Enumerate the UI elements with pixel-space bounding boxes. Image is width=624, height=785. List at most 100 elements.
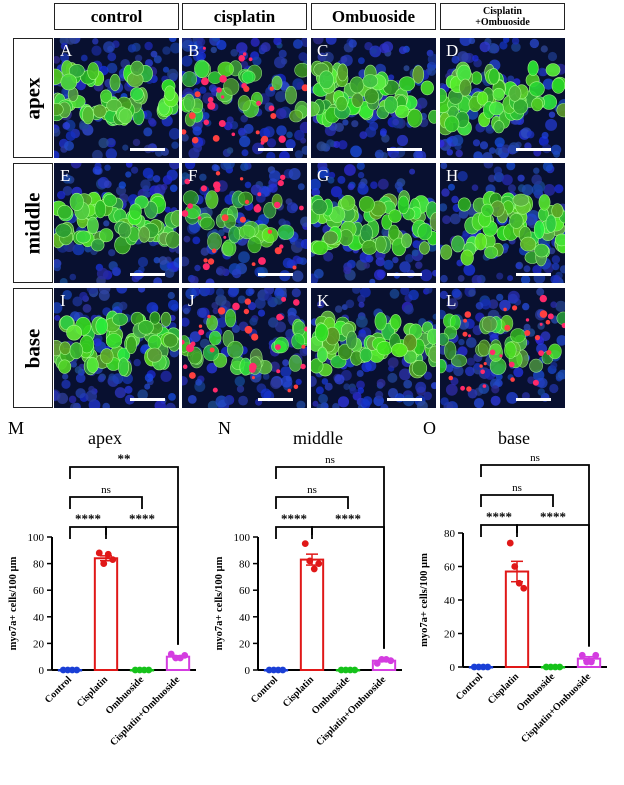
data-point	[337, 666, 345, 674]
micrograph-image	[182, 163, 307, 283]
micrograph-image	[440, 38, 565, 158]
x-tick-label: Control	[454, 671, 485, 702]
bar	[468, 666, 494, 669]
significance-bracket	[69, 496, 143, 509]
bar	[129, 669, 155, 672]
significance-bracket	[516, 524, 590, 647]
significance-label: ns	[325, 454, 335, 466]
significance-bracket	[105, 526, 179, 645]
micrograph-image	[54, 163, 179, 283]
data-point	[279, 666, 287, 674]
significance-label: ****	[129, 511, 155, 526]
x-tick-label: Cisplatin	[75, 674, 111, 710]
significance-label: ns	[101, 484, 111, 496]
chart-letter-o: O	[423, 418, 436, 438]
data-point	[274, 666, 282, 674]
data-point	[506, 539, 514, 547]
panel-letter: L	[446, 291, 457, 310]
significance-label: ****	[75, 511, 101, 526]
row-header-label: middle	[20, 192, 45, 254]
scale-bar	[516, 148, 551, 151]
panel-letter: C	[317, 41, 329, 60]
significance-bracket	[69, 466, 179, 645]
micrograph-image	[311, 38, 436, 158]
chart-title-base: base	[498, 428, 530, 448]
data-point	[306, 557, 314, 565]
scale-bar	[258, 398, 293, 401]
significance-bracket	[480, 464, 590, 647]
data-point	[515, 579, 523, 587]
scale-bar	[387, 273, 422, 276]
row-header-label: base	[20, 328, 45, 368]
significance-bracket	[311, 526, 385, 649]
micrograph-image	[54, 288, 179, 408]
column-header-line-2: +Ombuoside	[475, 16, 530, 28]
data-point	[592, 651, 600, 659]
chart-letter-n: N	[218, 418, 231, 438]
data-point	[64, 666, 72, 674]
micrograph-panel-a: A	[54, 38, 179, 158]
y-axis-label: myo7a+ cells/100 µm	[8, 556, 19, 650]
panel-letter: E	[60, 166, 71, 185]
significance-label: ****	[335, 511, 361, 526]
data-point	[351, 666, 359, 674]
x-tick-label: Cisplatin+Ombuoside	[314, 674, 388, 748]
data-point	[100, 560, 108, 567]
y-tick-label: 60	[444, 562, 456, 574]
significance-bracket	[275, 526, 313, 539]
data-point	[68, 666, 76, 674]
bar	[165, 655, 191, 672]
data-point	[346, 666, 354, 674]
micrograph-image	[311, 288, 436, 408]
x-tick-label: Cisplatin	[486, 671, 522, 707]
significance-label: ns	[512, 482, 522, 494]
chart-letter-m: M	[8, 418, 25, 438]
micrograph-panel-d: D	[440, 38, 565, 158]
data-point	[145, 666, 153, 674]
micrograph-image	[440, 163, 565, 283]
data-point	[583, 658, 591, 666]
panel-letter: F	[188, 166, 198, 185]
bar	[93, 557, 119, 672]
column-header-ombuoside: Ombuoside	[311, 3, 436, 30]
column-header-line-1: Cisplatin	[483, 5, 522, 17]
data-point	[479, 663, 487, 671]
y-tick-label: 60	[33, 585, 45, 597]
y-tick-label: 80	[444, 528, 456, 540]
data-point	[181, 651, 189, 659]
panel-letter: K	[317, 291, 330, 310]
data-point	[551, 663, 559, 671]
row-header-middle: middle	[13, 163, 53, 283]
scale-bar	[258, 148, 293, 151]
column-header-control: control	[54, 3, 179, 30]
micrograph-image	[54, 38, 179, 158]
bar	[371, 659, 397, 672]
micrograph-panel-e: E	[54, 163, 179, 283]
data-point	[176, 654, 184, 662]
data-point	[484, 663, 492, 671]
column-header-label: Ombuoside	[331, 6, 416, 26]
panel-letter: G	[317, 166, 330, 185]
bar	[504, 570, 530, 669]
panel-letter: A	[60, 41, 73, 60]
column-header-label: control	[90, 6, 143, 26]
data-point	[95, 549, 103, 557]
significance-bracket	[480, 524, 518, 537]
micrograph-panel-c: C	[311, 38, 436, 158]
y-axis-label: myo7a+ cells/100 µm	[419, 553, 430, 647]
micrograph-image	[182, 288, 307, 408]
y-tick-label: 0	[450, 662, 456, 674]
x-tick-label: Control	[249, 674, 280, 705]
data-point	[520, 584, 528, 592]
significance-label: ns	[530, 452, 540, 464]
data-point	[470, 663, 478, 671]
y-tick-label: 20	[33, 638, 45, 650]
significance-bracket	[275, 466, 385, 649]
panel-letter: I	[60, 291, 66, 310]
row-header-base: base	[13, 288, 53, 408]
micrograph-panel-f: F	[182, 163, 307, 283]
significance-bracket	[275, 496, 349, 509]
data-point	[578, 651, 586, 659]
bar	[576, 657, 602, 668]
column-header-cisplatin-ombuoside: Cisplatin +Ombuoside	[440, 3, 565, 30]
